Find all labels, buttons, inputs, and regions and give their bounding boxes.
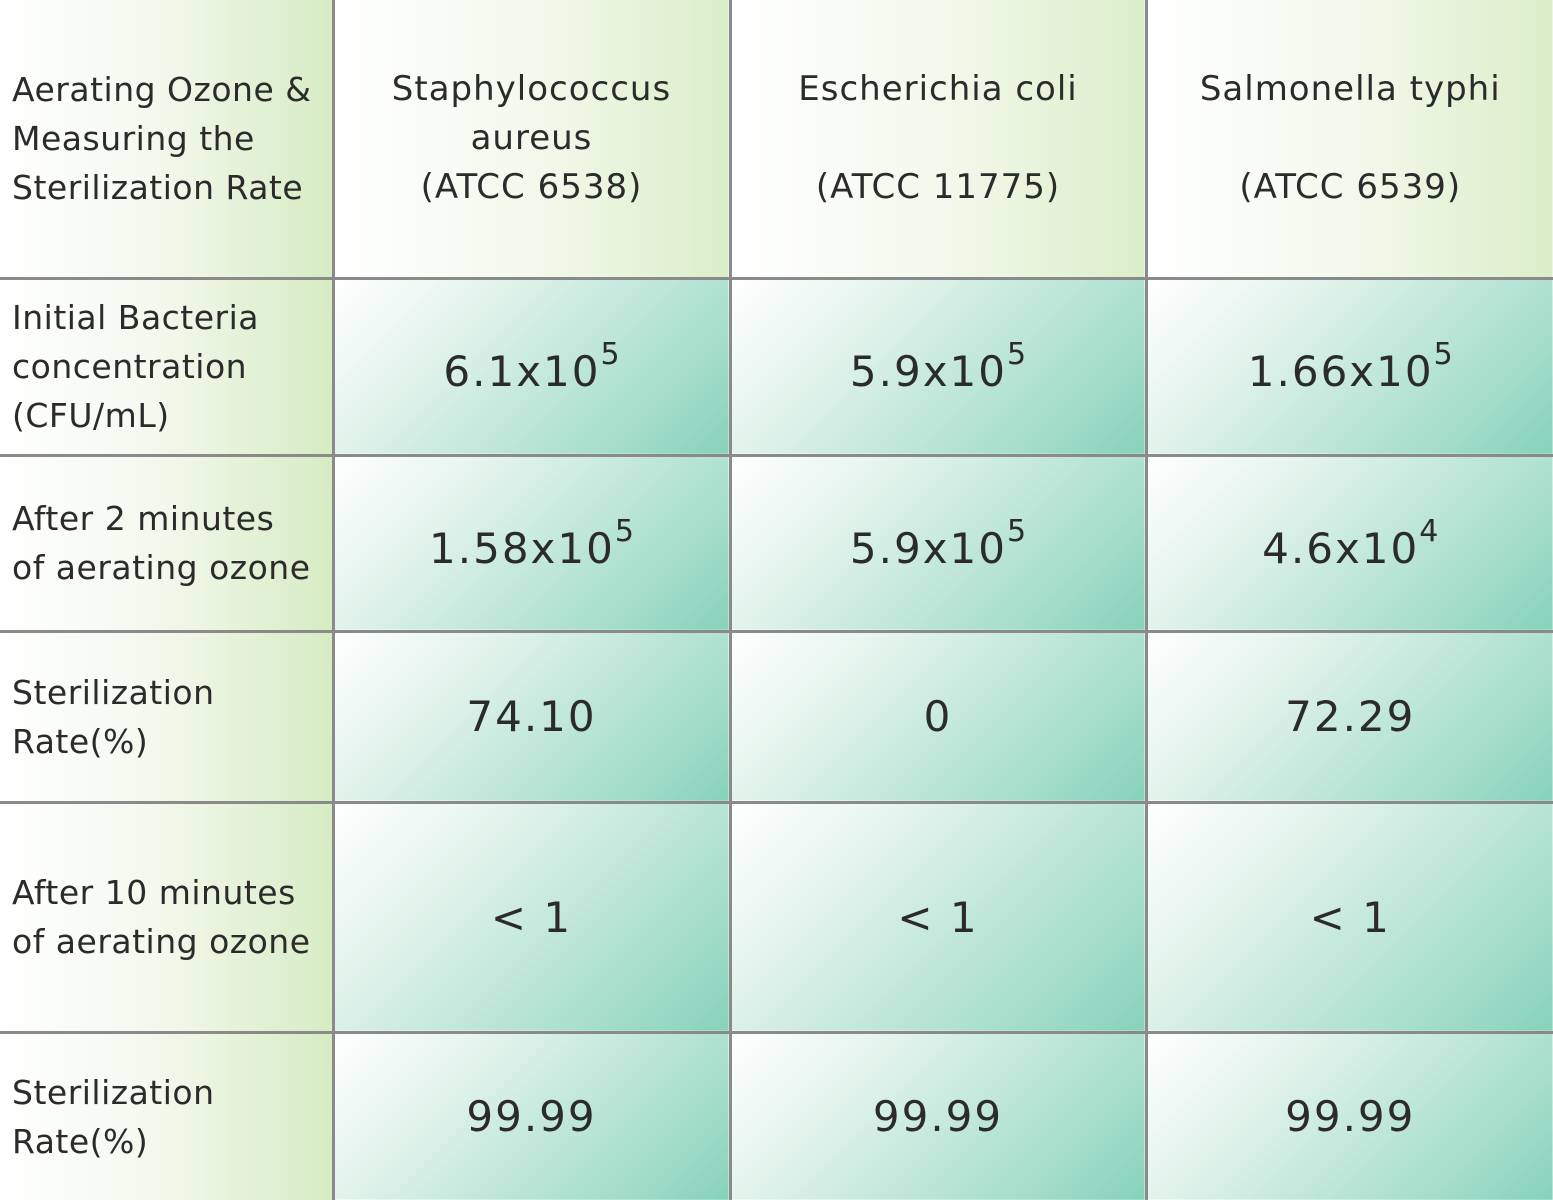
- cell-value: 1.58x10: [429, 523, 615, 573]
- cell-value: 99.99: [1285, 1092, 1416, 1142]
- cell-value: 1.66x10: [1247, 347, 1434, 396]
- cell-value: 5.9x10: [849, 523, 1007, 573]
- cell-exponent: 5: [1007, 337, 1027, 372]
- row-label-line: (CFU/mL): [12, 396, 170, 435]
- row-label-line: Sterilization: [12, 672, 215, 712]
- table-cell: 0: [728, 629, 1148, 804]
- column-strain: (ATCC 6539): [1239, 166, 1462, 207]
- cell-value: 0: [923, 692, 953, 741]
- table-cell: 99.99: [331, 1030, 732, 1200]
- table-cell: 6.1x105: [331, 276, 732, 457]
- row-label-line: Initial Bacteria: [12, 298, 260, 337]
- cell-value: 72.29: [1285, 692, 1416, 741]
- row-label-line: After 2 minutes: [12, 499, 275, 538]
- corner-header-line: Sterilization Rate: [12, 167, 304, 207]
- column-header-salmonella: Salmonella typhi (ATCC 6539): [1144, 0, 1553, 280]
- table-cell: 74.10: [331, 629, 732, 804]
- table-row-after-10-minutes: After 10 minutes of aerating ozone < 1 <…: [0, 800, 1553, 1034]
- row-label-line: of aerating ozone: [12, 922, 311, 961]
- column-spacer: [733, 114, 1143, 163]
- table-row-after-2-minutes: After 2 minutes of aerating ozone 1.58x1…: [0, 453, 1553, 633]
- row-header: Sterilization Rate(%): [0, 1030, 335, 1200]
- header-row: Aerating Ozone & Measuring the Steriliza…: [0, 0, 1553, 280]
- cell-value: 6.1x10: [443, 347, 601, 396]
- table-cell: 99.99: [728, 1030, 1148, 1200]
- column-name-line: Escherichia coli: [798, 68, 1078, 109]
- row-header: After 10 minutes of aerating ozone: [0, 800, 335, 1034]
- table-row-sterilization-rate-10min: Sterilization Rate(%) 99.99 99.99 99.99: [0, 1030, 1553, 1200]
- table-cell: < 1: [1144, 800, 1553, 1034]
- cell-value: 5.9x10: [849, 347, 1007, 396]
- table-cell: 1.66x105: [1144, 276, 1553, 457]
- corner-header-line: Measuring the: [12, 118, 255, 158]
- cell-value: 4.6x10: [1262, 523, 1420, 573]
- cell-exponent: 5: [1007, 513, 1027, 549]
- cell-exponent: 5: [614, 513, 634, 549]
- column-strain: (ATCC 11775): [815, 166, 1061, 207]
- row-label-line: Rate(%): [12, 1121, 149, 1161]
- row-label-line: Rate(%): [12, 721, 149, 761]
- column-strain: (ATCC 6538): [420, 166, 643, 207]
- corner-header-line: Aerating Ozone &: [12, 69, 312, 109]
- row-label-line: After 10 minutes: [12, 873, 296, 912]
- cell-value: 99.99: [872, 1092, 1004, 1142]
- cell-value: < 1: [490, 892, 573, 942]
- row-label-line: Sterilization: [12, 1072, 215, 1112]
- column-name-line: aureus: [470, 117, 593, 158]
- column-name-line: Salmonella typhi: [1199, 68, 1501, 109]
- table-cell: 72.29: [1144, 629, 1553, 804]
- cell-value: < 1: [897, 892, 979, 942]
- table-cell: 4.6x104: [1144, 453, 1553, 633]
- table-cell: < 1: [728, 800, 1148, 1034]
- table-cell: 5.9x105: [728, 276, 1148, 457]
- table-cell: 5.9x105: [728, 453, 1148, 633]
- table-cell: 99.99: [1144, 1030, 1553, 1200]
- table-cell: 1.58x105: [331, 453, 732, 633]
- corner-header: Aerating Ozone & Measuring the Steriliza…: [0, 0, 335, 280]
- row-header: Initial Bacteria concentration (CFU/mL): [0, 276, 335, 457]
- row-label-line: of aerating ozone: [12, 548, 311, 587]
- cell-exponent: 4: [1419, 513, 1439, 549]
- column-spacer: [1149, 114, 1553, 163]
- cell-value: 99.99: [466, 1092, 597, 1142]
- row-header: Sterilization Rate(%): [0, 629, 335, 804]
- cell-value: 74.10: [466, 692, 597, 741]
- column-name-line: Staphylococcus: [391, 68, 672, 109]
- table-cell: < 1: [331, 800, 732, 1034]
- row-label-line: concentration: [12, 347, 248, 386]
- cell-exponent: 5: [600, 337, 620, 372]
- table-row-sterilization-rate-2min: Sterilization Rate(%) 74.10 0 72.29: [0, 629, 1553, 804]
- cell-exponent: 5: [1433, 337, 1453, 372]
- cell-value: < 1: [1309, 892, 1391, 942]
- column-header-staphylococcus: Staphylococcus aureus (ATCC 6538): [331, 0, 732, 280]
- row-header: After 2 minutes of aerating ozone: [0, 453, 335, 633]
- table-row-initial-concentration: Initial Bacteria concentration (CFU/mL) …: [0, 276, 1553, 457]
- column-header-escherichia: Escherichia coli (ATCC 11775): [728, 0, 1148, 280]
